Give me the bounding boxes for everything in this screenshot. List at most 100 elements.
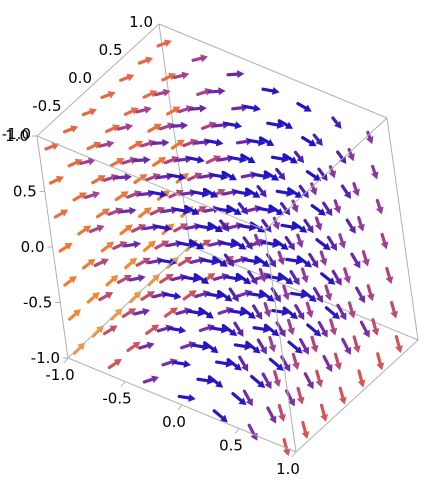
- vector-arrow-137: [268, 204, 284, 216]
- vector-arrow-288: [102, 325, 118, 336]
- vector-arrow-88: [287, 187, 303, 199]
- vector-arrow-71: [266, 274, 285, 282]
- vector-arrow-138: [263, 170, 280, 181]
- vector-arrow-178: [95, 208, 110, 219]
- vector-arrow-308: [301, 420, 310, 439]
- vector-arrow-161: [357, 369, 366, 388]
- vector-arrow-182: [268, 357, 284, 371]
- vector-arrow-187: [244, 187, 261, 198]
- vector-arrow-73: [256, 206, 276, 215]
- vector-arrow-211: [333, 352, 342, 371]
- vector-arrow-121: [242, 257, 262, 266]
- vector-arrow-75: [247, 138, 266, 147]
- vector-arrow-240: [116, 274, 132, 284]
- vector-arrow-123: [233, 189, 252, 198]
- vector-arrow-229: [67, 158, 83, 168]
- vector-arrow-323: [207, 375, 224, 388]
- vector-arrow-234: [235, 272, 252, 285]
- y-tick-label-2: 0.0: [68, 69, 92, 87]
- vector-arrow-342: [253, 233, 262, 248]
- y-tick-label-4: 1.0: [129, 13, 153, 31]
- vector-arrow-220: [200, 257, 219, 266]
- vector-arrow-260: [315, 369, 324, 388]
- vector-arrow-104: [312, 133, 323, 147]
- vector-arrow-48: [172, 71, 190, 80]
- vector-arrow-274: [68, 309, 81, 321]
- vector-arrow-81: [128, 140, 144, 150]
- box-edge-7: [295, 339, 419, 453]
- vector-arrow-272: [167, 172, 187, 181]
- vector-arrow-72: [261, 240, 280, 249]
- plot-box-front: [36, 23, 419, 453]
- vector-arrow-311: [286, 318, 295, 336]
- vector-arrow-341: [258, 267, 267, 283]
- vector-arrow-87: [291, 221, 308, 233]
- vector-arrow-162: [352, 335, 361, 354]
- vector-arrow-281: [226, 358, 242, 371]
- box-edge-1: [67, 245, 191, 359]
- vector-arrow-37: [315, 238, 331, 251]
- vector-arrow-4: [166, 106, 181, 116]
- vector-arrow-339: [268, 335, 277, 353]
- vector-arrow-251: [256, 185, 267, 198]
- vector-arrow-120: [247, 291, 266, 300]
- vector-arrow-295: [261, 372, 272, 390]
- vector-arrow-141: [159, 273, 174, 284]
- vector-arrow-68: [370, 164, 379, 180]
- vector-arrow-79: [138, 207, 152, 219]
- vector-arrow-189: [145, 324, 160, 335]
- vector-arrow-135: [277, 272, 294, 285]
- vector-arrow-150: [308, 252, 319, 269]
- vector-arrow-296: [256, 338, 267, 355]
- vector-arrow-239: [121, 308, 137, 318]
- vector-arrow-22: [285, 256, 304, 265]
- vector-arrow-310: [291, 352, 300, 370]
- vector-arrow-212: [329, 318, 338, 336]
- vector-arrow-269: [182, 274, 201, 283]
- vector-arrow-129: [114, 191, 129, 202]
- vector-arrow-258: [132, 155, 151, 164]
- vector-arrow-232: [245, 340, 261, 354]
- box-edge-9: [158, 23, 388, 119]
- vector-arrow-34: [137, 56, 154, 65]
- vector-arrow-275: [63, 275, 77, 287]
- vector-arrow-92: [177, 256, 193, 267]
- vector-arrow-85: [301, 289, 317, 302]
- vector-arrow-65: [385, 266, 394, 285]
- vector-arrow-197: [298, 338, 309, 355]
- vector-arrow-185: [254, 255, 270, 268]
- vector-arrow-130: [109, 158, 125, 168]
- vector-arrows: [44, 39, 403, 457]
- box-edge-11: [386, 117, 419, 341]
- vector-arrow-149: [312, 286, 323, 303]
- vector-arrow-62: [207, 87, 226, 96]
- vector-arrow-313: [277, 250, 286, 266]
- vector-arrow-276: [58, 242, 73, 253]
- vector-arrow-202: [275, 167, 286, 181]
- vector-arrow-200: [284, 235, 295, 251]
- vector-arrow-177: [100, 241, 115, 253]
- vector-arrow-250: [261, 219, 272, 233]
- vector-arrow-309: [296, 386, 305, 405]
- vector-arrow-40: [301, 136, 317, 147]
- vector-arrow-32: [147, 123, 162, 133]
- vector-arrow-221: [196, 223, 215, 232]
- vector-arrow-13: [191, 54, 208, 63]
- vector-arrow-223: [186, 155, 205, 164]
- vector-arrow-84: [306, 323, 322, 337]
- vector-arrow-76: [242, 104, 261, 113]
- vector-arrow-90: [277, 119, 294, 129]
- vector-arrow-124: [228, 155, 247, 164]
- vector-arrow-31: [152, 156, 167, 167]
- vector-arrow-305: [123, 240, 142, 249]
- vector-arrow-52: [345, 218, 356, 234]
- box-edge-10: [264, 117, 388, 231]
- vector-arrow-184: [259, 289, 275, 302]
- vector-arrow-24: [275, 188, 294, 197]
- vector-arrow-321: [149, 190, 168, 198]
- vector-arrow-217: [215, 359, 234, 368]
- vector-arrow-285: [207, 221, 224, 233]
- vector-arrow-26: [266, 121, 285, 129]
- vector-arrow-271: [172, 206, 191, 215]
- vector-arrow-233: [240, 306, 256, 319]
